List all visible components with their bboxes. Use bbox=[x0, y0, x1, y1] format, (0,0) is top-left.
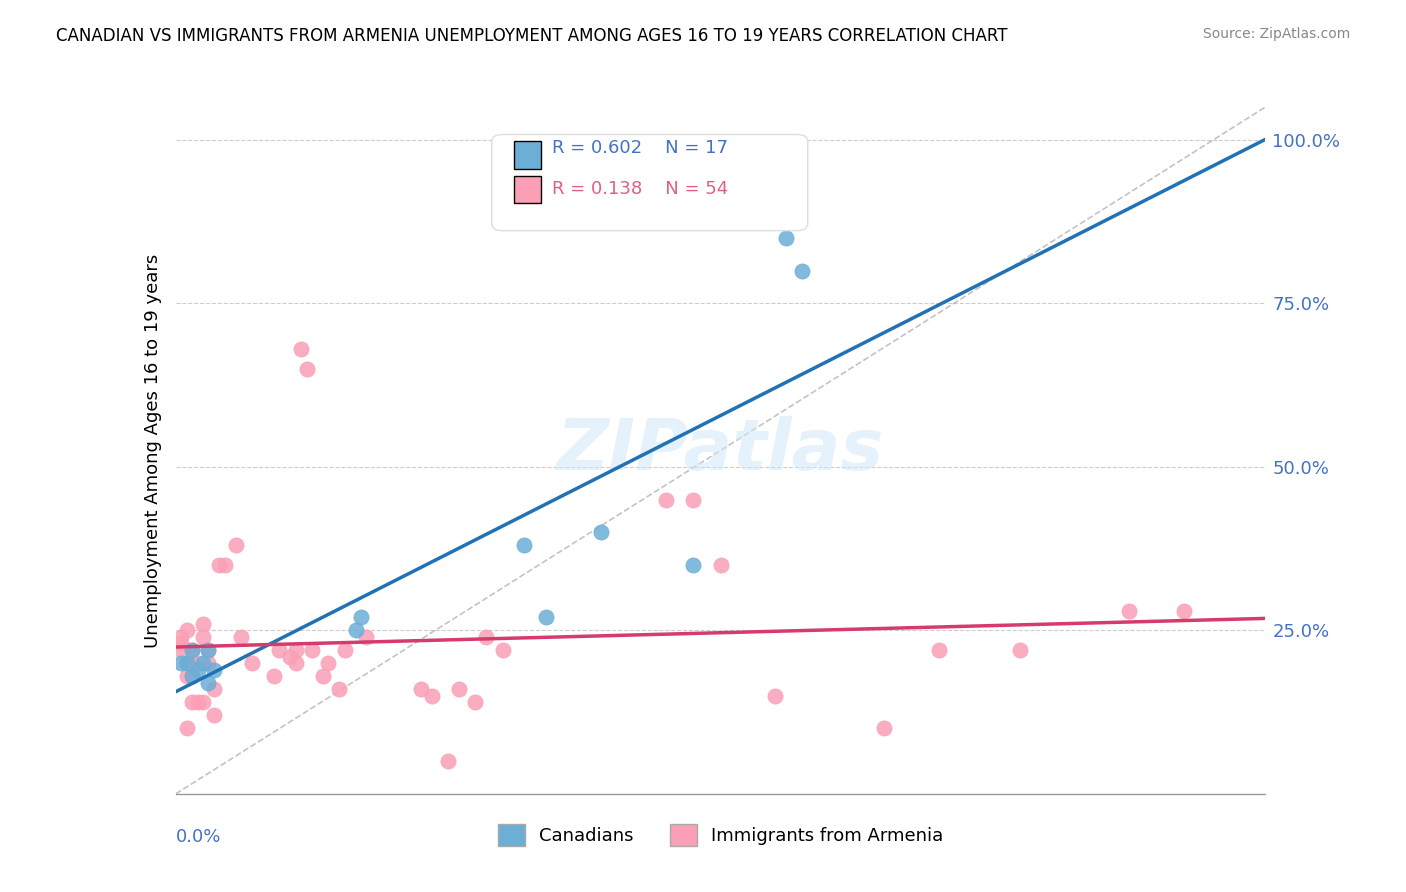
Point bbox=[170, 656, 193, 670]
Point bbox=[191, 656, 214, 670]
Point bbox=[186, 656, 209, 670]
Legend: Canadians, Immigrants from Armenia: Canadians, Immigrants from Armenia bbox=[491, 817, 950, 854]
Text: ZIPatlas: ZIPatlas bbox=[557, 416, 884, 485]
Point bbox=[197, 643, 219, 657]
Point bbox=[295, 361, 318, 376]
Point bbox=[344, 624, 367, 638]
Point bbox=[290, 342, 312, 356]
Point bbox=[240, 656, 263, 670]
Point bbox=[682, 558, 704, 572]
Point bbox=[464, 695, 486, 709]
Text: Source: ZipAtlas.com: Source: ZipAtlas.com bbox=[1202, 27, 1350, 41]
Point bbox=[333, 643, 356, 657]
Point bbox=[186, 695, 209, 709]
Point bbox=[1118, 604, 1140, 618]
Point bbox=[197, 656, 219, 670]
FancyBboxPatch shape bbox=[513, 141, 541, 169]
Point bbox=[356, 630, 378, 644]
Point bbox=[534, 610, 557, 624]
Point bbox=[181, 643, 204, 657]
Point bbox=[350, 610, 373, 624]
Point bbox=[655, 492, 678, 507]
Point bbox=[328, 682, 350, 697]
Point bbox=[176, 669, 198, 683]
FancyBboxPatch shape bbox=[492, 135, 808, 231]
Point bbox=[170, 630, 193, 644]
Point bbox=[186, 663, 209, 677]
Point bbox=[202, 682, 225, 697]
Point bbox=[284, 643, 307, 657]
Point bbox=[318, 656, 340, 670]
Text: R = 0.138    N = 54: R = 0.138 N = 54 bbox=[551, 180, 728, 198]
Point bbox=[181, 656, 204, 670]
Point bbox=[181, 669, 204, 683]
Point bbox=[475, 630, 498, 644]
Point bbox=[176, 624, 198, 638]
Text: CANADIAN VS IMMIGRANTS FROM ARMENIA UNEMPLOYMENT AMONG AGES 16 TO 19 YEARS CORRE: CANADIAN VS IMMIGRANTS FROM ARMENIA UNEM… bbox=[56, 27, 1008, 45]
Point bbox=[763, 689, 786, 703]
Point bbox=[181, 643, 204, 657]
Point bbox=[589, 525, 612, 540]
Point bbox=[447, 682, 470, 697]
Point bbox=[312, 669, 335, 683]
Point bbox=[928, 643, 950, 657]
Point bbox=[278, 649, 301, 664]
Point bbox=[269, 643, 291, 657]
Point bbox=[181, 669, 204, 683]
Point bbox=[792, 263, 814, 277]
Point bbox=[214, 558, 236, 572]
Point bbox=[682, 492, 704, 507]
Point bbox=[197, 643, 219, 657]
Y-axis label: Unemployment Among Ages 16 to 19 years: Unemployment Among Ages 16 to 19 years bbox=[143, 253, 162, 648]
Point bbox=[170, 636, 193, 650]
Point bbox=[181, 695, 204, 709]
Point bbox=[191, 616, 214, 631]
Point bbox=[263, 669, 285, 683]
Point bbox=[1173, 604, 1195, 618]
Point bbox=[191, 695, 214, 709]
Point bbox=[176, 656, 198, 670]
Point bbox=[284, 656, 307, 670]
Text: R = 0.602    N = 17: R = 0.602 N = 17 bbox=[551, 139, 728, 157]
Point bbox=[710, 558, 733, 572]
Point bbox=[202, 663, 225, 677]
Point bbox=[191, 630, 214, 644]
Point bbox=[437, 754, 460, 768]
Point bbox=[492, 643, 515, 657]
Point bbox=[1010, 643, 1032, 657]
Point bbox=[775, 231, 797, 245]
Point bbox=[420, 689, 443, 703]
Point bbox=[231, 630, 253, 644]
Point bbox=[225, 538, 247, 552]
Text: 0.0%: 0.0% bbox=[176, 828, 221, 847]
FancyBboxPatch shape bbox=[513, 176, 541, 203]
Point bbox=[873, 722, 896, 736]
Point bbox=[197, 675, 219, 690]
Point bbox=[513, 538, 536, 552]
Point bbox=[301, 643, 323, 657]
Point bbox=[176, 656, 198, 670]
Point bbox=[202, 708, 225, 723]
Point bbox=[170, 643, 193, 657]
Point bbox=[409, 682, 432, 697]
Point bbox=[208, 558, 231, 572]
Point bbox=[176, 722, 198, 736]
